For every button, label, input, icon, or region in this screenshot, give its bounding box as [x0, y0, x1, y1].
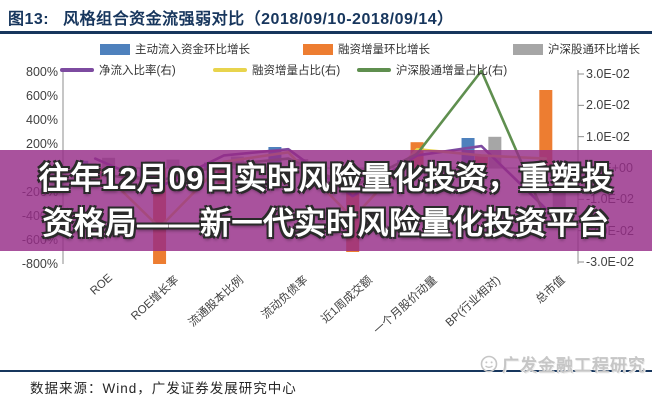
legend-line-swatch-净流入比率(右): [60, 68, 94, 72]
legend-label: 沪深股通增量占比(右): [396, 65, 508, 77]
left-axis-tick-label: 800%: [26, 65, 58, 79]
legend-swatch-融资增量环比增长: [303, 43, 333, 55]
legend-swatch-主动流入资金环比增长: [100, 43, 130, 55]
right-axis-tick-label: 2.0E-02: [586, 98, 630, 113]
figure-title-row: 图13: 风格组合资金流强弱对比（2018/09/10-2018/09/14）: [8, 5, 648, 29]
legend-item-沪深股通增量占比(右): 沪深股通增量占比(右): [357, 62, 507, 78]
left-axis-tick-label: 200%: [26, 137, 58, 151]
legend-label: 融资增量环比增长: [338, 44, 430, 56]
legend-item-融资增量环比增长: 融资增量环比增长: [303, 41, 430, 57]
title-divider: [0, 31, 652, 34]
legend-row-lines: 净流入比率(右) 融资增量占比(右) 沪深股通增量占比(右): [0, 62, 652, 78]
data-source-note: 数据来源：Wind，广发证券发展研究中心: [30, 381, 297, 396]
bottom-divider: [0, 370, 652, 372]
left-axis-tick-label: 400%: [26, 113, 58, 127]
smiley-logo-icon: [480, 355, 498, 372]
right-axis-tick-label: 1.0E-02: [586, 129, 630, 144]
legend-line-swatch-沪深股通增量占比(右): [357, 68, 391, 72]
legend-line-swatch-融资增量占比(右): [213, 68, 247, 72]
left-axis-tick-label: -800%: [21, 257, 58, 271]
legend-item-沪深股通环比增长: 沪深股通环比增长: [513, 41, 640, 57]
legend-label: 沪深股通环比增长: [548, 44, 640, 56]
overlay-text-line2: 资格局——新一代实时风险量化投资平台: [42, 205, 610, 241]
promo-overlay-banner: 往年12月09日实时风险量化投资，重塑投 资格局——新一代实时风险量化投资平台: [0, 150, 652, 251]
figure-title: 风格组合资金流强弱对比（2018/09/10-2018/09/14）: [63, 11, 454, 28]
legend-swatch-沪深股通环比增长: [513, 43, 543, 55]
legend-item-主动流入资金环比增长: 主动流入资金环比增长: [100, 41, 250, 57]
legend-label: 净流入比率(右): [99, 65, 176, 77]
overlay-text-line1: 往年12月09日实时风险量化投资，重塑投: [38, 160, 614, 196]
bar-融资增量环比增长-总市值: [539, 90, 553, 168]
legend-row-bars: 主动流入资金环比增长 融资增量环比增长 沪深股通环比增长: [0, 41, 652, 57]
legend-item-融资增量占比(右): 融资增量占比(右): [213, 62, 340, 78]
legend-item-净流入比率(右): 净流入比率(右): [60, 62, 176, 78]
legend-label: 主动流入资金环比增长: [135, 44, 250, 56]
right-axis-tick-label: 3.0E-02: [586, 67, 630, 81]
left-axis-tick-label: 600%: [26, 89, 58, 103]
right-axis-tick-label: -3.0E-02: [586, 254, 634, 269]
watermark: 广发金融工程研究: [480, 351, 646, 376]
legend-label: 融资增量占比(右): [252, 65, 341, 77]
figure-number-label: 图13:: [8, 11, 50, 28]
watermark-text: 广发金融工程研究: [502, 356, 646, 375]
